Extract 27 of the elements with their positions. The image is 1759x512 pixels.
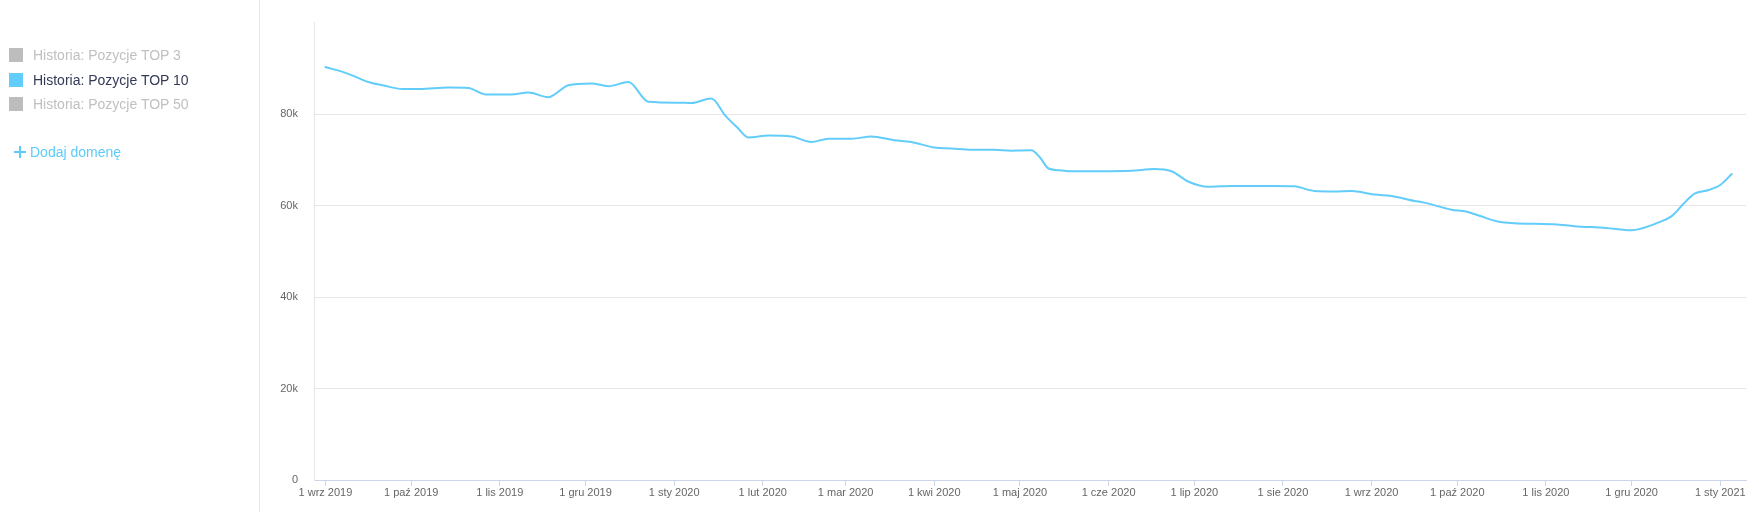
x-tick-label: 1 paź 2019 <box>383 485 439 498</box>
legend-label: Historia: Pozycje TOP 50 <box>33 96 189 113</box>
y-tick-label: 60k <box>280 198 299 211</box>
x-tick-label: 1 wrz 2019 <box>298 485 353 498</box>
y-tick-label: 80k <box>280 107 299 120</box>
line-series <box>324 65 1733 232</box>
text: Dodaj domenę <box>30 143 122 160</box>
x-tick-label: 1 sty 2020 <box>648 485 700 498</box>
y-tick-label: 20k <box>280 381 299 394</box>
x-tick-label: 1 mar 2020 <box>817 485 874 498</box>
x-tick-label: 1 gru 2020 <box>1605 485 1658 498</box>
x-tick-label: 1 paź 2020 <box>1430 485 1485 498</box>
x-tick-label: 1 sie 2020 <box>1257 485 1309 498</box>
y-tick-label: 40k <box>280 290 299 303</box>
x-tick-label: 1 lip 2020 <box>1170 485 1219 498</box>
x-tick-label: 1 lis 2019 <box>476 485 524 498</box>
x-tick-label: 1 cze 2020 <box>1081 485 1136 498</box>
x-tick-label: 1 gru 2019 <box>559 485 612 498</box>
x-tick-label: 1 maj 2020 <box>992 485 1048 498</box>
y-tick-label: 0 <box>291 473 298 486</box>
x-tick-label: 1 lut 2020 <box>738 485 787 498</box>
x-tick-label: 1 wrz 2020 <box>1344 485 1399 498</box>
x-tick-label: 1 sty 2021 <box>1694 485 1746 498</box>
legend-label: Historia: Pozycje TOP 10 <box>33 71 189 88</box>
x-tick-label: 1 lis 2020 <box>1522 485 1570 498</box>
legend-label: Historia: Pozycje TOP 3 <box>33 47 181 64</box>
x-tick-label: 1 kwi 2020 <box>907 485 961 498</box>
